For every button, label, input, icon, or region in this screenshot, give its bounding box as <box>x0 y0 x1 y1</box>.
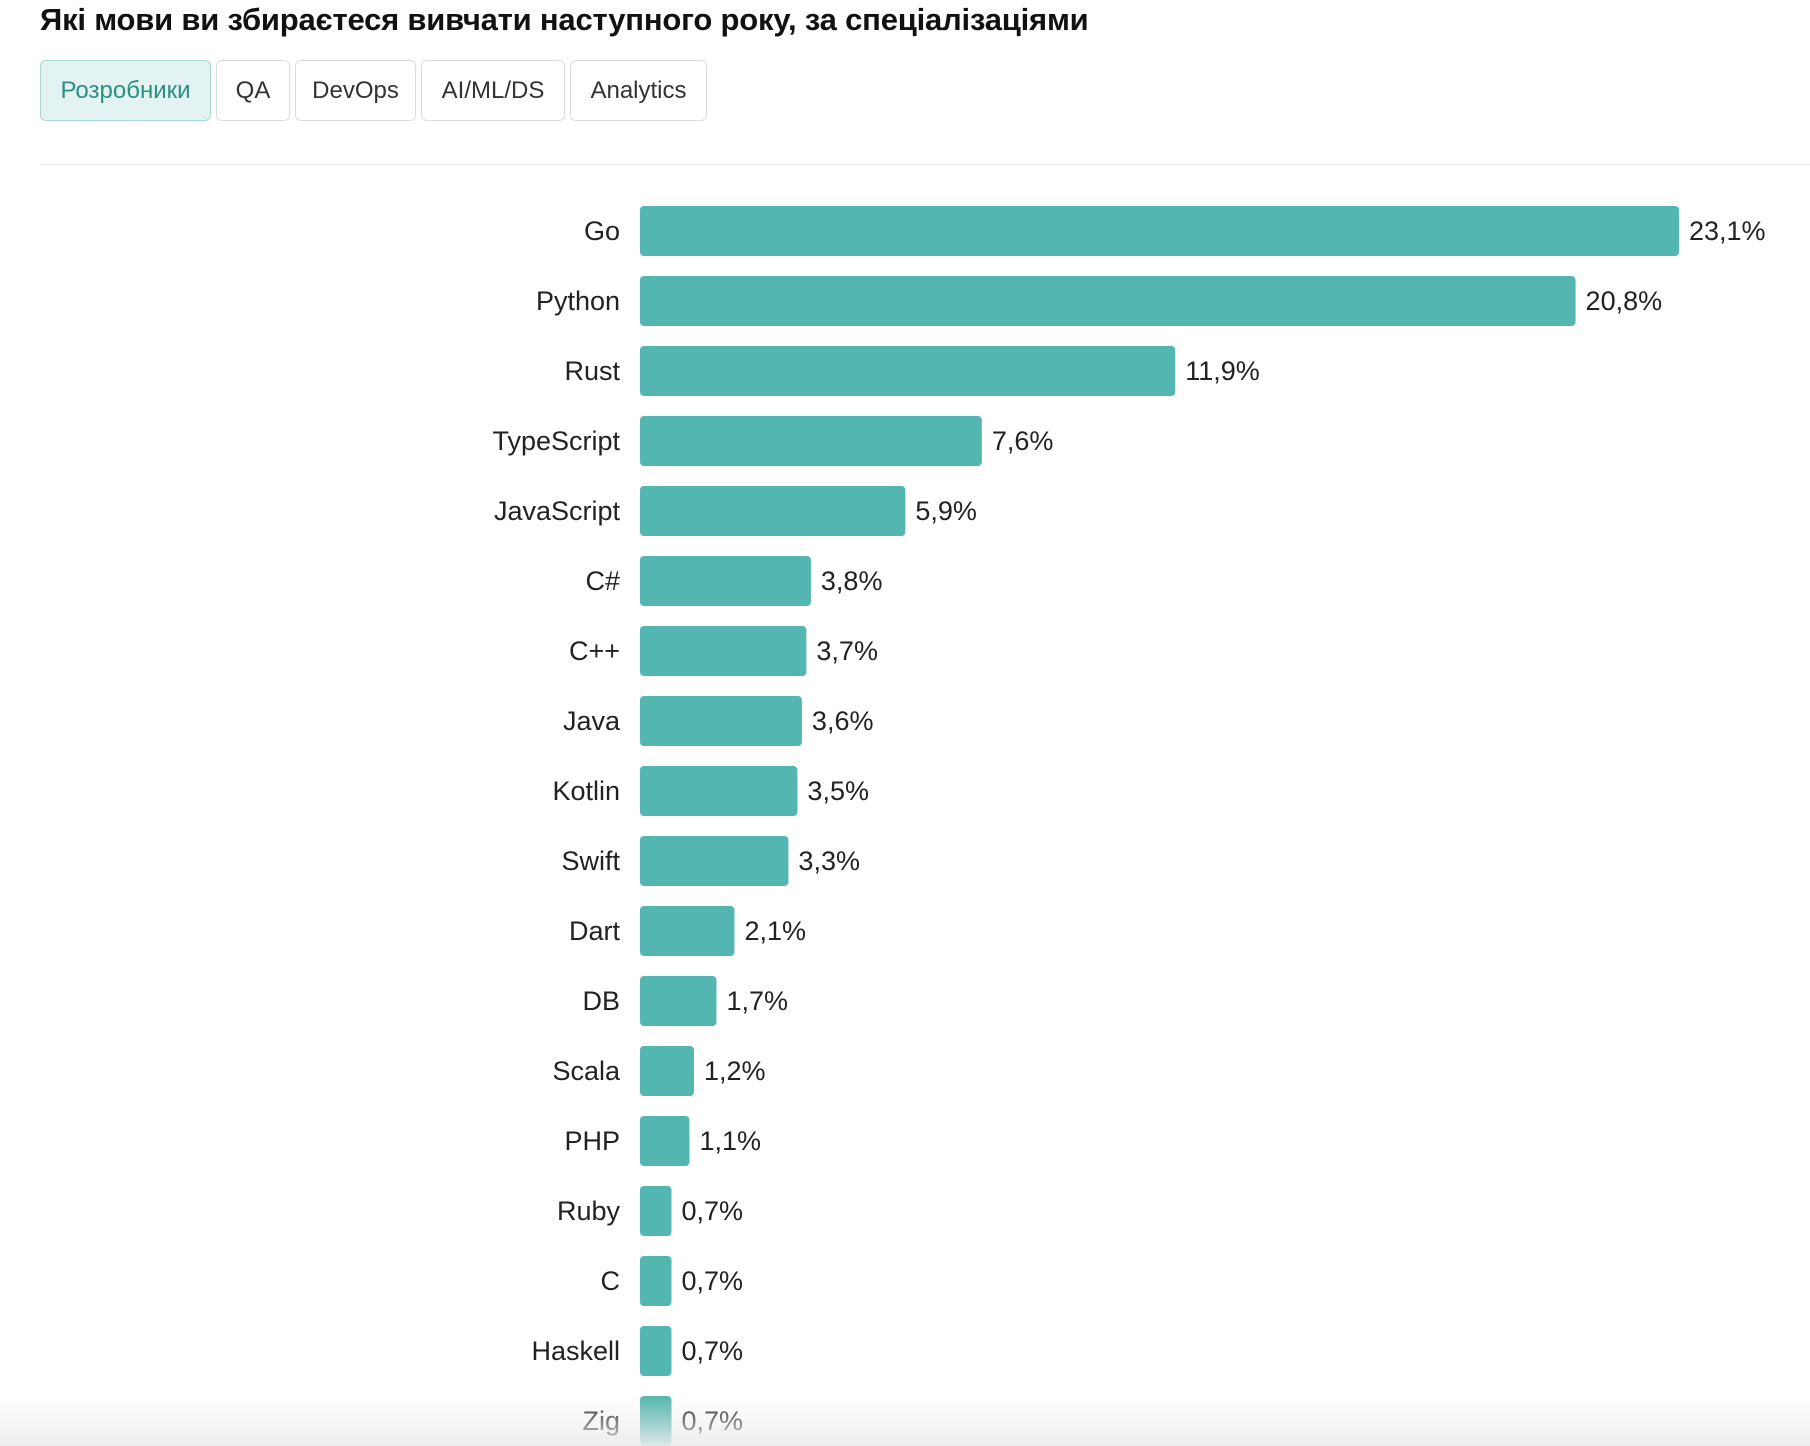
bars-layer: Go 23,1% Python 20,8% Rust 11,9% TypeScript 7,6… <box>492 206 1766 1446</box>
value-label-csharp: 3,8% <box>821 566 883 596</box>
category-label-rust: Rust <box>564 356 620 386</box>
bar-javascript[interactable] <box>640 486 906 536</box>
category-label-javascript: JavaScript <box>494 496 621 526</box>
tab-analytics[interactable]: Analytics <box>570 60 707 121</box>
bar-kotlin[interactable] <box>640 766 798 816</box>
page-title: Які мови ви збираєтеся вивчати наступног… <box>40 2 1089 37</box>
bar-typescript[interactable] <box>640 416 982 466</box>
category-label-csharp: C# <box>585 566 620 596</box>
bar-c[interactable] <box>640 1256 672 1306</box>
value-label-scala: 1,2% <box>704 1056 766 1086</box>
value-label-c: 0,7% <box>681 1266 743 1296</box>
category-label-php: PHP <box>564 1126 620 1156</box>
bar-php[interactable] <box>640 1116 690 1166</box>
value-label-typescript: 7,6% <box>992 426 1054 456</box>
bar-ruby[interactable] <box>640 1186 672 1236</box>
category-label-zig: Zig <box>582 1406 620 1436</box>
specialization-tabs: Розробники QA DevOps AI/ML/DS Analytics <box>40 60 712 121</box>
bar-scala[interactable] <box>640 1046 694 1096</box>
value-label-kotlin: 3,5% <box>807 776 869 806</box>
value-label-swift: 3,3% <box>798 846 860 876</box>
value-label-python: 20,8% <box>1586 286 1663 316</box>
value-label-ruby: 0,7% <box>681 1196 743 1226</box>
bar-csharp[interactable] <box>640 556 811 606</box>
tab-qa[interactable]: QA <box>216 60 290 121</box>
value-label-cplusplus: 3,7% <box>816 636 878 666</box>
category-label-python: Python <box>536 286 620 316</box>
bar-haskell[interactable] <box>640 1326 672 1376</box>
divider <box>40 164 1810 165</box>
bar-db[interactable] <box>640 976 717 1026</box>
tab-developers[interactable]: Розробники <box>40 60 211 121</box>
tab-ai-ml-ds[interactable]: AI/ML/DS <box>421 60 565 121</box>
bar-java[interactable] <box>640 696 802 746</box>
bar-cplusplus[interactable] <box>640 626 807 676</box>
value-label-go: 23,1% <box>1689 216 1766 246</box>
bar-dart[interactable] <box>640 906 735 956</box>
category-label-db: DB <box>582 986 620 1016</box>
category-label-java: Java <box>563 706 621 736</box>
bar-go[interactable] <box>640 206 1679 256</box>
value-label-dart: 2,1% <box>744 916 806 946</box>
category-label-c: C <box>601 1266 621 1296</box>
bar-python[interactable] <box>640 276 1576 326</box>
value-label-db: 1,7% <box>726 986 788 1016</box>
value-label-java: 3,6% <box>812 706 874 736</box>
category-label-go: Go <box>584 216 620 246</box>
value-label-haskell: 0,7% <box>681 1336 743 1366</box>
bar-zig[interactable] <box>640 1396 672 1446</box>
value-label-php: 1,1% <box>699 1126 761 1156</box>
category-label-swift: Swift <box>561 846 620 876</box>
category-label-dart: Dart <box>569 916 621 946</box>
category-label-typescript: TypeScript <box>492 426 620 456</box>
value-label-rust: 11,9% <box>1185 356 1260 386</box>
bar-swift[interactable] <box>640 836 789 886</box>
category-label-haskell: Haskell <box>531 1336 620 1366</box>
bar-rust[interactable] <box>640 346 1176 396</box>
value-label-zig: 0,7% <box>681 1406 743 1436</box>
tab-devops[interactable]: DevOps <box>295 60 416 121</box>
category-label-scala: Scala <box>552 1056 621 1086</box>
category-label-cplusplus: C++ <box>569 636 620 666</box>
value-label-javascript: 5,9% <box>915 496 977 526</box>
category-label-ruby: Ruby <box>557 1196 621 1226</box>
category-label-kotlin: Kotlin <box>552 776 620 806</box>
